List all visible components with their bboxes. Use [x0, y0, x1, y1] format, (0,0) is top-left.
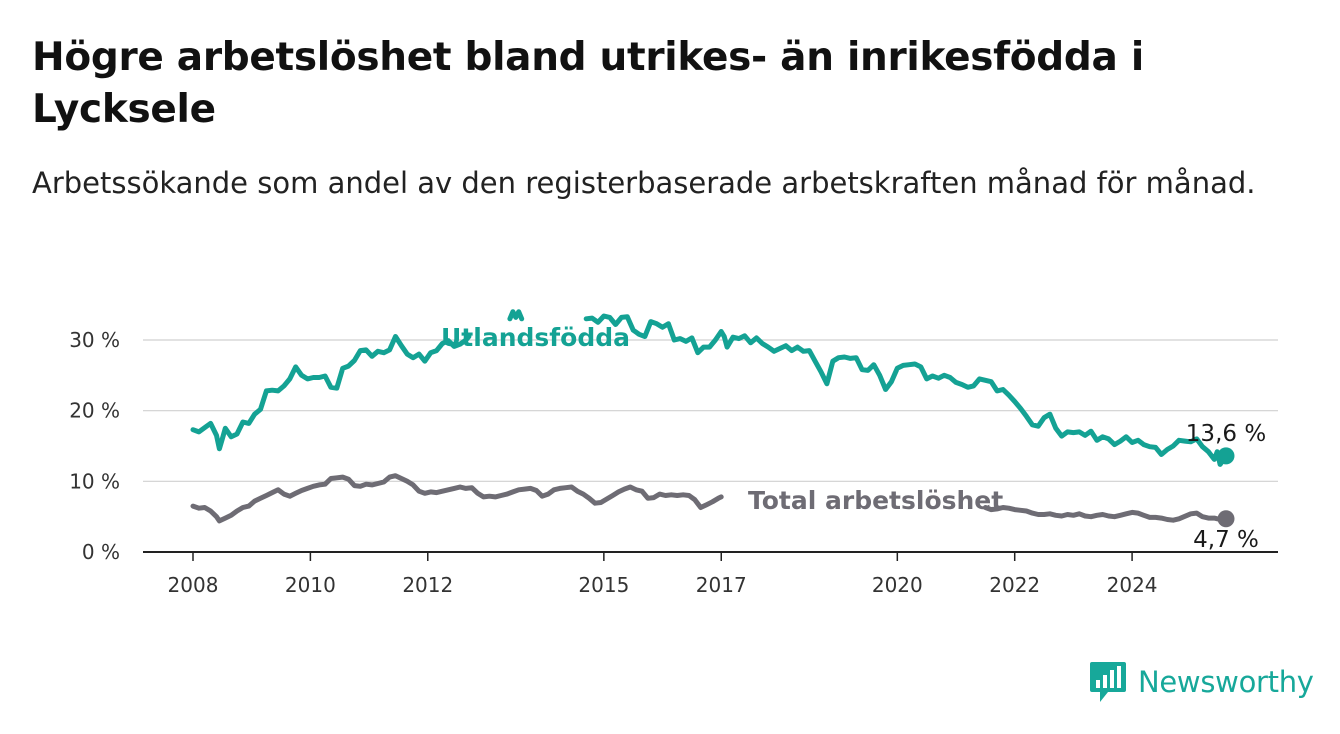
- brand-name: Newsworthy: [1138, 665, 1314, 699]
- x-tick-label: 2015: [578, 573, 629, 597]
- end-value-total: 4,7 %: [1193, 527, 1259, 553]
- y-tick-label: 10 %: [69, 469, 120, 493]
- y-tick-label: 20 %: [69, 399, 120, 423]
- x-tick-label: 2020: [872, 573, 923, 597]
- series-line: [190, 473, 724, 524]
- newsworthy-logo: Newsworthy: [1088, 660, 1314, 704]
- chart-subtitle: Arbetssökande som andel av den registerb…: [32, 166, 1256, 200]
- x-tick-label: 2010: [285, 573, 336, 597]
- x-tick-label: 2008: [168, 573, 219, 597]
- y-tick-label: 0 %: [82, 540, 120, 564]
- x-tick-label: 2012: [402, 573, 453, 597]
- y-axis-ticks: 0 % 10 % 20 % 30 %: [69, 328, 120, 564]
- series-lines: [190, 309, 1235, 528]
- x-tick-label: 2024: [1107, 573, 1158, 597]
- series-end-dot: [1217, 447, 1235, 465]
- x-axis: 2008 2010 2012 2015 2017 2020 2022 2024: [143, 551, 1278, 597]
- x-tick-label: 2022: [989, 573, 1040, 597]
- y-tick-label: 30 %: [69, 328, 120, 352]
- x-tick-label: 2017: [696, 573, 747, 597]
- series-label-utlandsfodda: Utlandsfödda: [441, 323, 630, 352]
- series-line: [507, 309, 525, 322]
- series-label-total: Total arbetslöshet: [748, 486, 1003, 515]
- end-value-utlandsfodda: 13,6 %: [1186, 421, 1266, 447]
- series-labels: Utlandsfödda Total arbetslöshet 13,6 % 4,7 …: [441, 323, 1266, 553]
- bar-chart-logo-icon: [1090, 662, 1126, 702]
- series-line: [583, 313, 1229, 467]
- chart-title: Högre arbetslöshet bland utrikes- än inr…: [32, 35, 1144, 132]
- series-line: [190, 334, 472, 452]
- series-line: [982, 505, 1229, 523]
- series-end-dot: [1217, 510, 1235, 528]
- y-gridlines: [143, 339, 1278, 482]
